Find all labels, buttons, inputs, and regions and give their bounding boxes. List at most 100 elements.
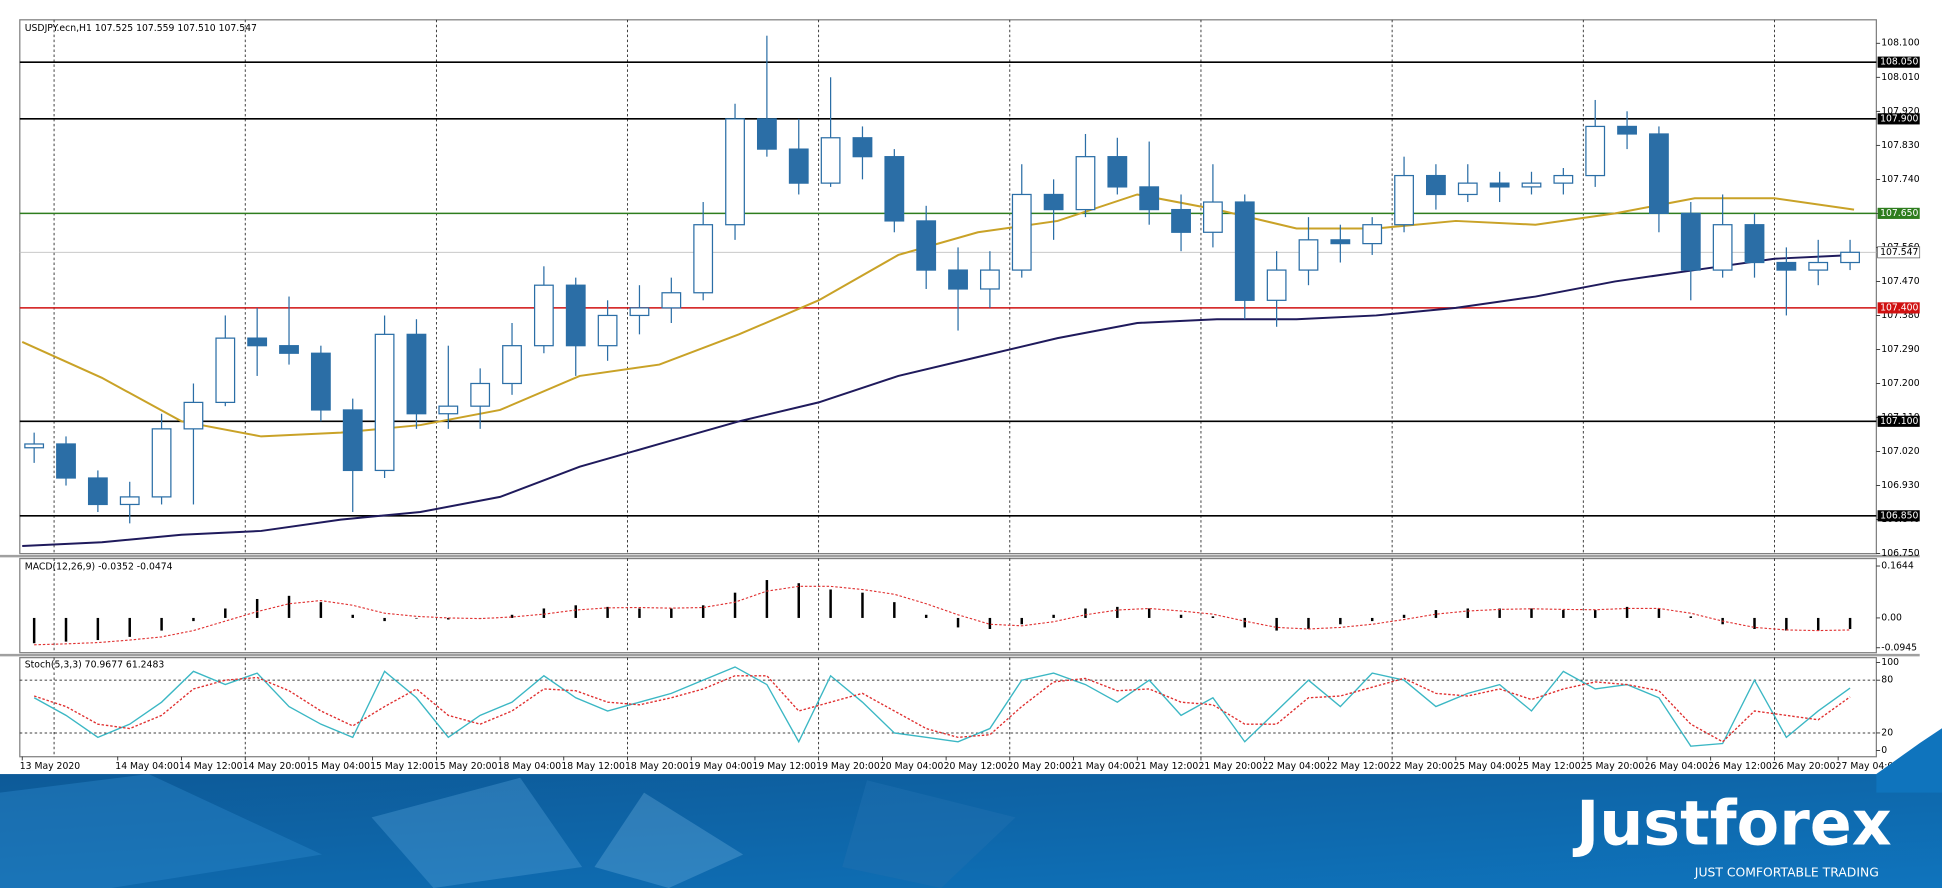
histogram-bar bbox=[1785, 617, 1788, 631]
candle-body bbox=[247, 337, 268, 347]
histogram-bar bbox=[128, 617, 131, 637]
x-tick-label: 22 May 12:00 bbox=[1326, 761, 1390, 772]
histogram-bar bbox=[765, 580, 769, 618]
x-tick-label: 13 May 2020 bbox=[20, 761, 81, 772]
level-label-box bbox=[1877, 207, 1920, 219]
histogram-bar bbox=[1307, 617, 1310, 629]
y-tick-label: 0 bbox=[1881, 745, 1887, 756]
candle-body bbox=[1840, 251, 1860, 264]
x-tick-label: 19 May 20:00 bbox=[816, 761, 880, 772]
candle-body bbox=[1266, 269, 1287, 301]
histogram-bar bbox=[1116, 606, 1119, 618]
histogram-bar bbox=[1848, 617, 1852, 629]
histogram-bar bbox=[1753, 617, 1756, 629]
y-tick-label: 108.100 bbox=[1881, 38, 1919, 49]
candle-body bbox=[884, 156, 905, 222]
candle-body bbox=[1744, 224, 1765, 264]
histogram-bar bbox=[1052, 614, 1055, 618]
stoch-line bbox=[33, 666, 1851, 747]
x-tick-label: 20 May 20:00 bbox=[1007, 761, 1071, 772]
banner-shape bbox=[594, 792, 744, 888]
y-tick-label: 107.200 bbox=[1881, 378, 1919, 389]
candle-body bbox=[87, 477, 108, 506]
candle-body bbox=[916, 220, 937, 271]
candle-body bbox=[1585, 125, 1606, 177]
candle-body bbox=[56, 443, 76, 479]
histogram-bar bbox=[160, 617, 163, 631]
histogram-bar bbox=[1498, 608, 1501, 618]
histogram-bar bbox=[415, 617, 418, 619]
candle-body bbox=[565, 284, 586, 347]
level-label-box bbox=[1877, 415, 1920, 427]
y-tick-label: -0.0945 bbox=[1881, 642, 1917, 653]
candle-body bbox=[533, 284, 554, 347]
candle-body bbox=[279, 345, 299, 354]
candle-body bbox=[629, 307, 650, 317]
x-tick-label: 20 May 12:00 bbox=[944, 761, 1008, 772]
histogram-bar bbox=[1816, 617, 1820, 631]
histogram-bar bbox=[1339, 617, 1342, 625]
y-tick-label: 20 bbox=[1881, 727, 1893, 738]
histogram-bar bbox=[1689, 616, 1693, 618]
histogram-bar bbox=[893, 602, 896, 618]
histogram-bar bbox=[224, 608, 227, 618]
y-tick-label: 107.380 bbox=[1881, 310, 1919, 321]
x-tick-label: 21 May 20:00 bbox=[1198, 761, 1262, 772]
moving-average bbox=[22, 253, 1855, 548]
candle-body bbox=[661, 292, 682, 309]
x-tick-label: 14 May 12:00 bbox=[179, 761, 243, 772]
chart-title: USDJPY.ecn,H1 107.525 107.559 107.510 10… bbox=[25, 23, 257, 34]
candle-body bbox=[1139, 186, 1160, 211]
x-tick-label: 14 May 20:00 bbox=[243, 761, 307, 772]
histogram-bar bbox=[1530, 608, 1533, 618]
candle-body bbox=[1203, 201, 1223, 233]
candle-body bbox=[1680, 212, 1701, 271]
histogram-bar bbox=[1402, 614, 1406, 618]
histogram-bar bbox=[606, 606, 609, 618]
y-tick-label: 106.930 bbox=[1881, 480, 1919, 491]
histogram-bar bbox=[383, 617, 386, 622]
y-tick-label: 107.740 bbox=[1881, 174, 1919, 185]
histogram-bar bbox=[701, 605, 705, 618]
candle-body bbox=[1330, 239, 1351, 245]
x-tick-label: 25 May 04:00 bbox=[1453, 761, 1517, 772]
candle-body bbox=[820, 137, 841, 184]
candle-body bbox=[1043, 193, 1064, 211]
y-tick-label: 107.020 bbox=[1881, 446, 1919, 457]
banner: Justforex JUST COMFORTABLE TRADING bbox=[0, 728, 1942, 888]
candle-body bbox=[852, 137, 873, 158]
x-tick-label: 15 May 04:00 bbox=[306, 761, 370, 772]
y-tick-label: 107.290 bbox=[1881, 344, 1919, 355]
level-label-box bbox=[1877, 302, 1920, 314]
x-tick-label: 25 May 20:00 bbox=[1581, 761, 1645, 772]
x-tick-label: 15 May 20:00 bbox=[434, 761, 498, 772]
y-tick-label: 80 bbox=[1881, 675, 1893, 686]
level-label: 107.900 bbox=[1880, 113, 1918, 124]
y-tick-label: 0.00 bbox=[1881, 612, 1902, 623]
candle-body bbox=[1521, 182, 1542, 188]
histogram-bar bbox=[574, 605, 577, 618]
indicator-title: Stoch(5,3,3) 70.9677 61.2483 bbox=[25, 660, 165, 671]
candle-body bbox=[693, 224, 714, 294]
candle-body bbox=[1362, 224, 1383, 245]
banner-shape bbox=[842, 780, 1016, 888]
candle-body bbox=[1107, 156, 1128, 188]
y-tick-label: 107.830 bbox=[1881, 140, 1919, 151]
pane-frame bbox=[19, 657, 1877, 758]
histogram-bar bbox=[1466, 608, 1470, 618]
histogram-bar bbox=[1147, 608, 1151, 618]
candle-body bbox=[1808, 261, 1829, 271]
histogram-bar bbox=[924, 614, 928, 618]
candle-body bbox=[1553, 174, 1574, 184]
x-tick-label: 21 May 12:00 bbox=[1135, 761, 1199, 772]
candle-body bbox=[310, 352, 331, 411]
x-tick-label: 26 May 12:00 bbox=[1708, 761, 1772, 772]
histogram-bar bbox=[1434, 610, 1438, 618]
candle-body bbox=[788, 148, 809, 184]
candle-body bbox=[1776, 261, 1797, 271]
histogram-bar bbox=[319, 602, 323, 618]
histogram-bar bbox=[670, 608, 673, 618]
level-label-box bbox=[1877, 56, 1920, 68]
level-label-box bbox=[1877, 510, 1920, 522]
histogram-bar bbox=[1211, 616, 1215, 618]
